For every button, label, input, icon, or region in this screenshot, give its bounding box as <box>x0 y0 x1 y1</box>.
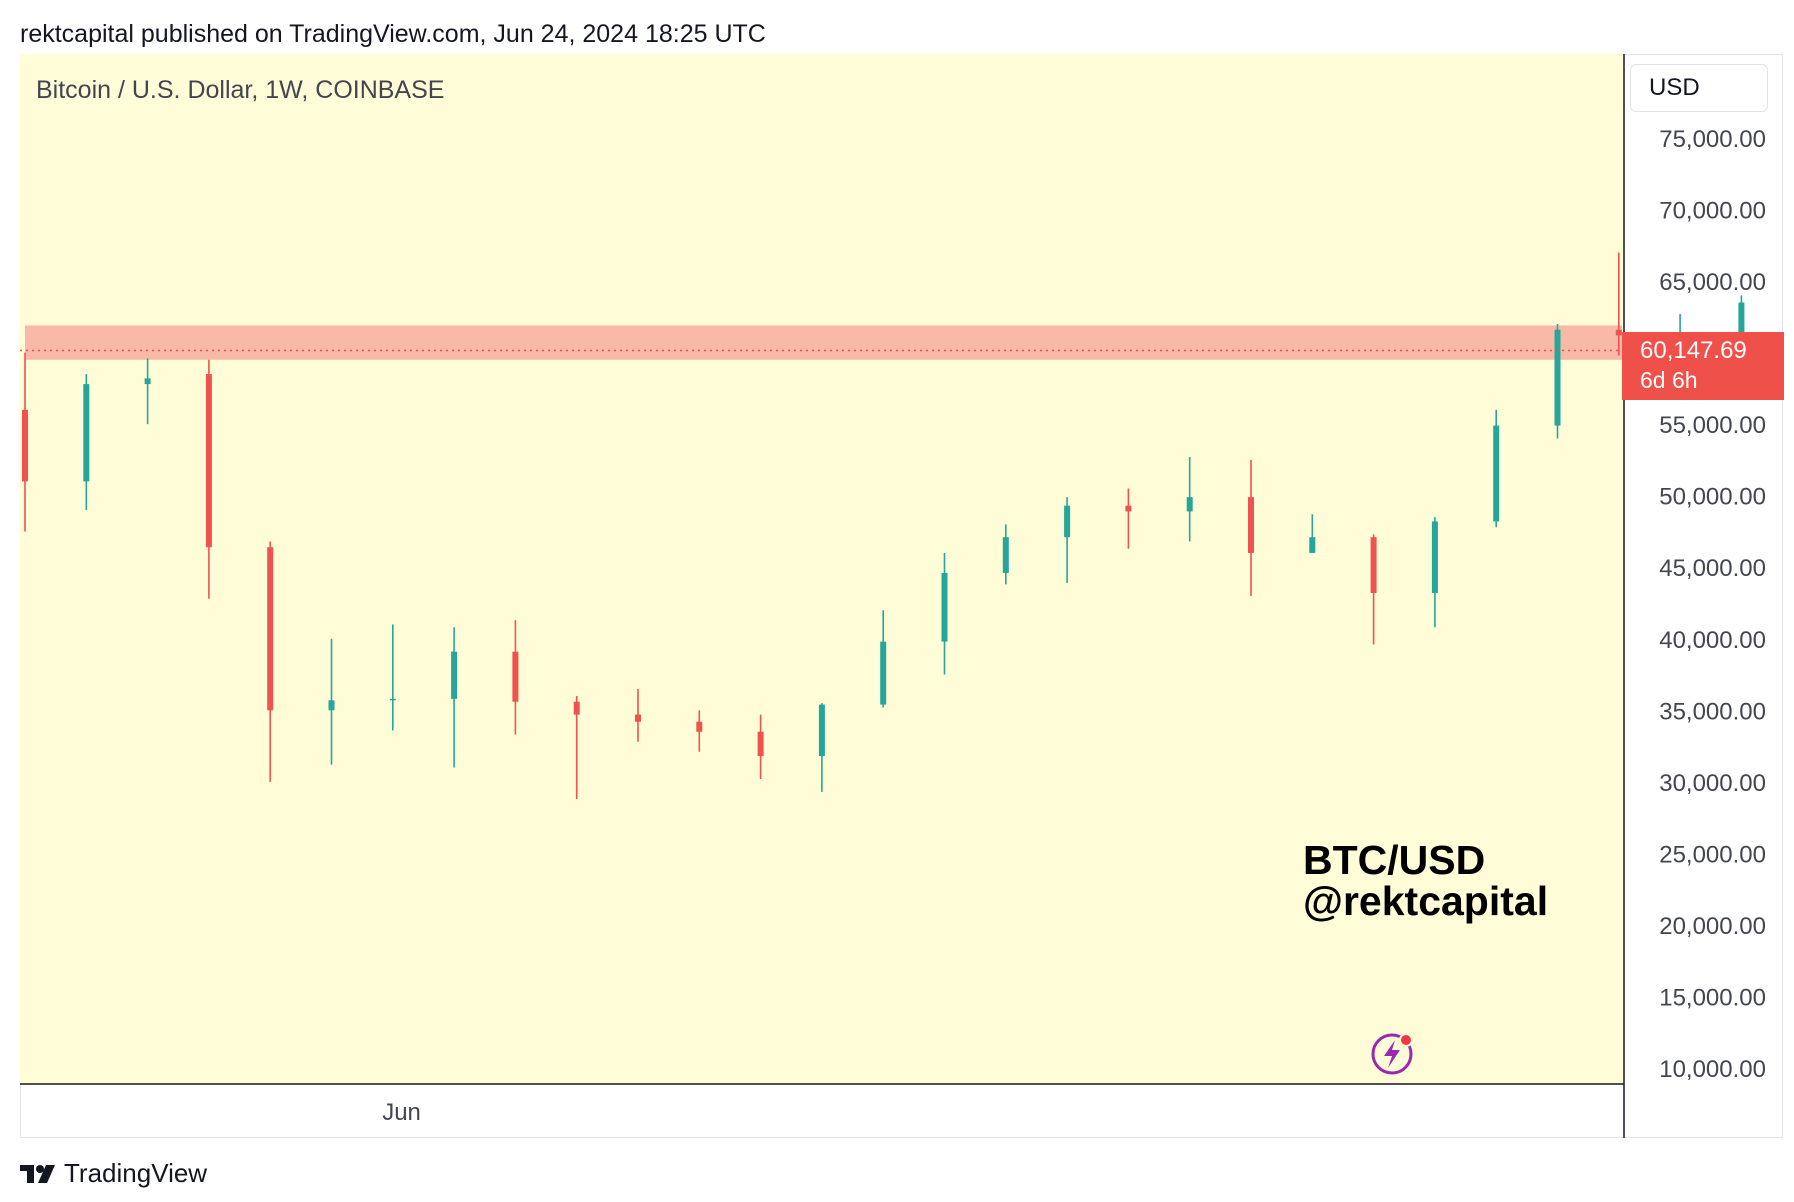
tradingview-logo-icon <box>20 1164 55 1183</box>
resistance-zone <box>25 325 1622 360</box>
price-tick-label: 25,000.00 <box>1659 841 1766 868</box>
candle-body <box>1493 425 1500 522</box>
price-tick-label: 35,000.00 <box>1659 698 1766 725</box>
price-tick-label: 75,000.00 <box>1659 126 1766 153</box>
candle-body <box>1248 497 1254 553</box>
candle <box>757 714 764 779</box>
time-tick-label: Jun <box>382 1099 421 1126</box>
candle-body <box>1370 537 1377 593</box>
candle-body <box>635 714 641 722</box>
price-tick-label: 55,000.00 <box>1659 412 1766 439</box>
candle-body <box>1431 521 1438 593</box>
candle <box>512 620 519 735</box>
price-tick-label: 30,000.00 <box>1659 770 1766 797</box>
candle-body <box>205 374 212 548</box>
zones-layer <box>25 325 1622 360</box>
candle <box>144 358 151 425</box>
candle <box>1002 524 1009 585</box>
candle <box>389 624 396 731</box>
flash-icon[interactable] <box>1371 1033 1413 1075</box>
candle-body <box>1064 505 1071 538</box>
symbol-label: Bitcoin / U.S. Dollar, 1W, COINBASE <box>36 76 445 104</box>
candle <box>451 627 458 768</box>
price-tick-label: 40,000.00 <box>1659 627 1766 654</box>
candle-body <box>1002 537 1009 573</box>
chart-watermark: BTC/USD @rektcapital <box>1303 840 1548 922</box>
candle-body <box>512 651 519 702</box>
candle-body <box>941 572 948 642</box>
plot-background <box>20 54 1624 1084</box>
last-price-value: 60,147.69 <box>1640 337 1747 364</box>
candle-body <box>389 698 396 701</box>
candle <box>1064 497 1071 583</box>
candle-body <box>573 701 580 715</box>
watermark-line1: BTC/USD <box>1303 837 1486 883</box>
candle <box>328 638 335 765</box>
candle <box>696 710 703 752</box>
candle <box>635 688 641 742</box>
candle-body <box>1554 329 1561 426</box>
candle <box>1493 409 1500 528</box>
candle <box>83 374 90 510</box>
candle <box>880 610 887 708</box>
candle-body <box>328 700 335 711</box>
candle <box>1248 459 1254 596</box>
candle-body <box>1738 302 1745 333</box>
candle <box>941 552 948 675</box>
candle-body <box>757 731 764 757</box>
currency-button[interactable]: USD <box>1630 64 1768 112</box>
watermark-line2: @rektcapital <box>1303 878 1549 924</box>
candle <box>818 703 825 792</box>
candle <box>1370 534 1377 645</box>
candle <box>22 352 28 532</box>
candles-layer <box>22 252 1745 800</box>
time-axis-labels: Jun2022Jun2023Jun2024Jun <box>382 1099 421 1126</box>
publish-header: rektcapital published on TradingView.com… <box>20 20 766 48</box>
candle <box>1431 517 1438 628</box>
price-tick-label: 65,000.00 <box>1659 269 1766 296</box>
candle-body <box>451 651 458 699</box>
candle <box>1309 514 1316 553</box>
candle <box>1615 252 1622 356</box>
candle-body <box>1186 497 1193 512</box>
tradingview-brand: TradingView <box>64 1158 208 1188</box>
price-tick-label: 15,000.00 <box>1659 984 1766 1011</box>
candle-body <box>1615 329 1622 336</box>
candle-body <box>880 641 887 705</box>
candle <box>1554 324 1561 439</box>
candle <box>205 359 212 599</box>
bar-countdown: 6d 6h <box>1640 367 1698 393</box>
candle <box>1125 488 1132 549</box>
price-tick-label: 20,000.00 <box>1659 913 1766 940</box>
price-tick-label: 70,000.00 <box>1659 198 1766 225</box>
candle-body <box>1309 537 1316 553</box>
price-tick-label: 10,000.00 <box>1659 1056 1766 1083</box>
candle-body <box>144 378 151 385</box>
candle-body <box>22 409 28 482</box>
price-tick-label: 50,000.00 <box>1659 484 1766 511</box>
candle-body <box>267 547 274 711</box>
tradingview-logo[interactable]: TradingView <box>20 1158 207 1189</box>
candle <box>1186 457 1193 542</box>
candle <box>573 696 580 800</box>
price-tick-label: 45,000.00 <box>1659 555 1766 582</box>
candle-body <box>1125 505 1132 512</box>
candle-body <box>818 704 825 757</box>
last-price-tag: 60,147.69 6d 6h <box>1622 332 1784 400</box>
candle-body <box>696 721 703 732</box>
candle <box>267 541 274 782</box>
candle-body <box>83 384 90 482</box>
price-axis-labels: 75,000.0070,000.0065,000.0060,000.0055,0… <box>1659 126 1766 1083</box>
